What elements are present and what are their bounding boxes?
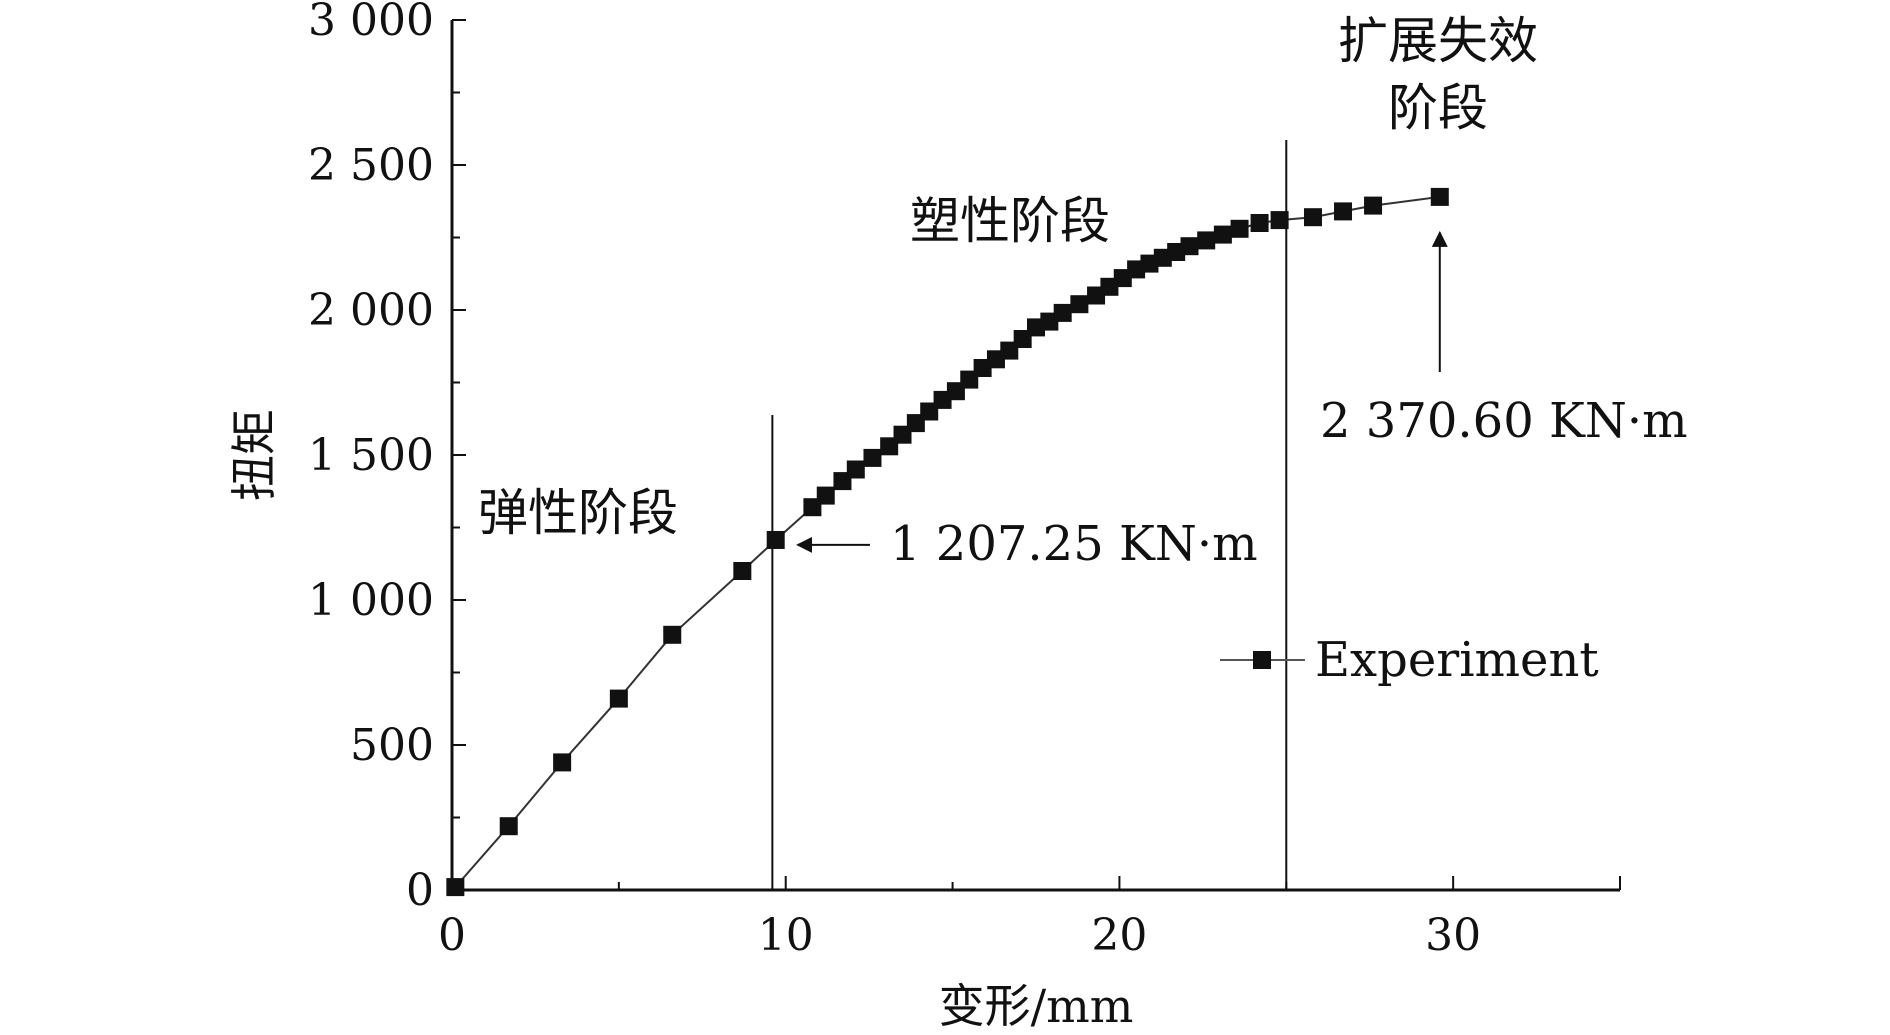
- y-tick-label: 0: [406, 865, 434, 916]
- legend-label: Experiment: [1315, 632, 1599, 688]
- point2-value-label: 2 370.60 KN·m: [1320, 393, 1688, 449]
- data-point: [1364, 196, 1383, 215]
- data-point: [1230, 219, 1249, 238]
- y-axis-title: 扭矩: [227, 409, 281, 501]
- y-tick-label: 2 000: [308, 285, 434, 336]
- y-tick-label: 1 000: [308, 575, 434, 626]
- data-point: [863, 448, 882, 467]
- data-point: [663, 625, 682, 644]
- data-point: [1303, 208, 1322, 227]
- x-tick-label: 10: [758, 910, 814, 961]
- x-tick-label: 30: [1425, 910, 1481, 961]
- data-point: [733, 562, 752, 580]
- data-point: [1430, 187, 1449, 206]
- data-point: [1197, 231, 1216, 250]
- y-tick-label: 2 500: [308, 140, 434, 191]
- stage-divider-lines: [771, 140, 1288, 890]
- elastic-stage-label: 弹性阶段: [478, 484, 678, 542]
- data-point: [553, 753, 572, 772]
- data-point: [1180, 237, 1199, 256]
- data-point: [816, 486, 835, 505]
- data-point: [846, 460, 865, 479]
- experiment-series: [446, 187, 1449, 897]
- data-point: [1334, 202, 1353, 221]
- legend: Experiment: [1220, 632, 1599, 688]
- data-point: [1213, 225, 1232, 244]
- data-point: [499, 817, 518, 836]
- y-tick-label: 1 500: [308, 430, 434, 481]
- y-tick-label: 3 000: [308, 0, 434, 46]
- plastic-stage-label: 塑性阶段: [910, 192, 1110, 250]
- data-point: [1053, 303, 1072, 322]
- x-tick-label: 0: [438, 910, 466, 961]
- data-point: [1250, 214, 1269, 232]
- failure-stage-label-line2: 阶段: [1388, 79, 1488, 137]
- data-point: [609, 689, 628, 708]
- data-point: [1270, 211, 1289, 230]
- point1-value-label: 1 207.25 KN·m: [890, 516, 1258, 572]
- axis-ticks: 0 500 1 000 1 500 2 000 2 500 3 000 0 10 20 30: [308, 0, 1621, 961]
- annotation-arrows: [796, 230, 1448, 553]
- data-point: [766, 530, 785, 549]
- data-point: [446, 878, 465, 897]
- x-tick-label: 20: [1091, 910, 1147, 961]
- legend-marker: [1253, 651, 1271, 669]
- x-axis-title: 变形/mm: [939, 979, 1134, 1033]
- failure-stage-label-line1: 扩展失效: [1338, 12, 1538, 70]
- y-tick-label: 500: [350, 720, 434, 771]
- data-point: [1070, 295, 1089, 314]
